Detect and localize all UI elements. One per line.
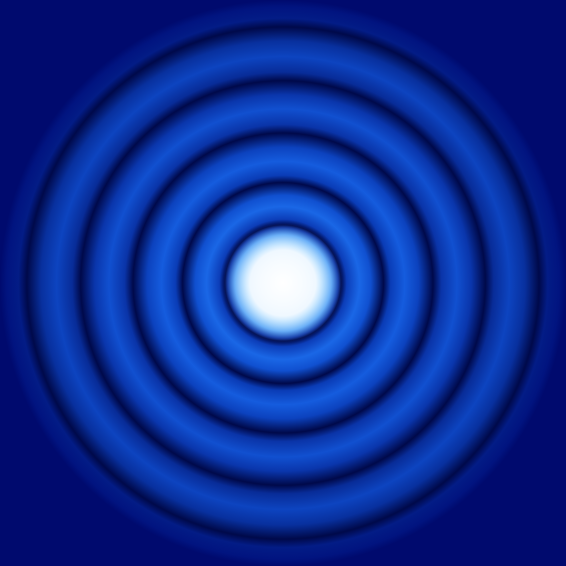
bright-core bbox=[223, 223, 343, 343]
